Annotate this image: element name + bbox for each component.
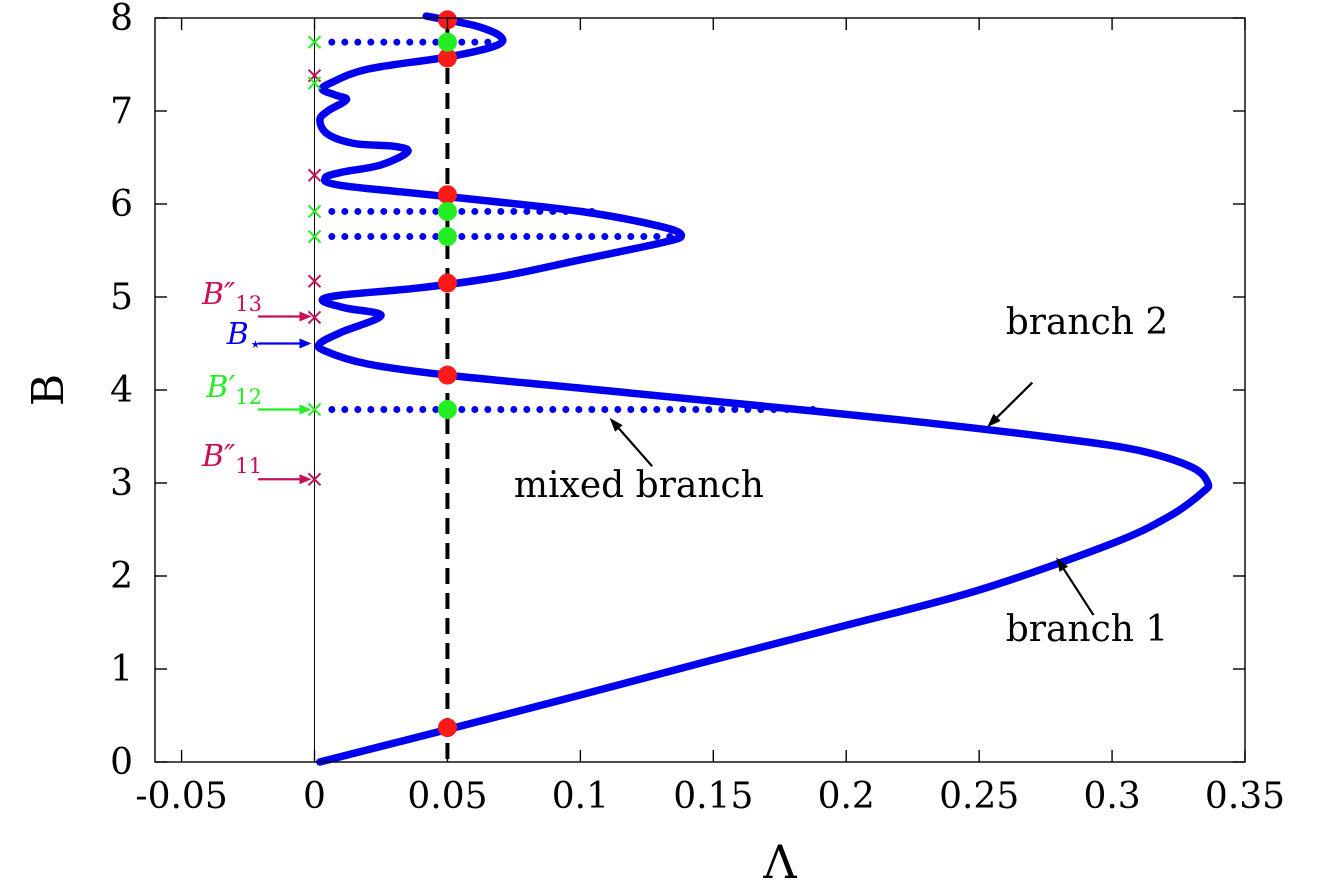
points-layer <box>437 10 457 738</box>
mixed-branch-layer <box>328 38 824 414</box>
x-tick-label: 0 <box>303 776 326 817</box>
y-tick-label: 8 <box>110 0 133 39</box>
side-label-arrow-head <box>299 338 312 349</box>
green-point <box>437 201 457 221</box>
purple-x-marker <box>307 472 322 486</box>
plot-frame <box>154 17 1246 763</box>
annotation-arrow-line <box>618 427 653 467</box>
side-label: B″13 <box>201 277 262 316</box>
annotation-arrow-line <box>996 381 1034 419</box>
green-x-marker <box>307 229 322 244</box>
main-bifurcation-curve <box>314 12 1213 766</box>
side-labels-layer: B″13B⋆ B′12 B″11 <box>201 277 312 485</box>
y-axis-label: B <box>23 374 74 406</box>
red-point <box>437 718 457 738</box>
main-curve-layer <box>314 12 1213 766</box>
green-x-marker <box>307 204 322 219</box>
annotation-text: mixed branch <box>514 465 764 506</box>
x-tick-label: 0.35 <box>1205 776 1285 817</box>
x-tick-label: 0.25 <box>939 776 1019 817</box>
green-point <box>437 400 457 420</box>
red-point <box>437 48 457 68</box>
y-tick-label: 2 <box>110 556 133 597</box>
red-point <box>437 185 457 205</box>
x-axis-label: Λ <box>762 835 797 882</box>
side-label: B′12 <box>205 370 262 409</box>
side-label-arrow-head <box>299 404 312 415</box>
x-markers-layer <box>307 35 322 486</box>
annotation-arrow-head <box>609 417 623 432</box>
annotations-layer: branch 2 mixed branch branch 1 <box>514 302 1168 650</box>
purple-x-marker <box>307 168 322 182</box>
side-label: B⋆ <box>226 317 262 356</box>
x-tick-label: -0.05 <box>135 776 227 817</box>
y-tick-label: 7 <box>110 91 133 132</box>
green-x-marker <box>307 76 322 90</box>
red-point <box>437 365 457 385</box>
annotation-arrow-head <box>987 413 1001 428</box>
side-label: B″11 <box>201 439 262 478</box>
y-tick-label: 4 <box>110 370 133 411</box>
annotation-text: branch 1 <box>1006 609 1169 650</box>
green-x-marker <box>307 402 322 417</box>
x-tick-label: 0.3 <box>1083 776 1140 817</box>
side-label-arrow-head <box>299 474 312 485</box>
green-point <box>437 227 457 247</box>
green-point <box>437 32 457 52</box>
purple-x-marker <box>307 274 322 288</box>
y-tick-label: 0 <box>110 742 133 783</box>
side-label-arrow-head <box>299 311 312 322</box>
y-tick-label: 6 <box>110 184 133 225</box>
green-x-marker <box>307 35 322 49</box>
y-tick-label: 1 <box>110 649 133 690</box>
x-tick-label: 0.15 <box>673 776 753 817</box>
x-tick-label: 0.2 <box>818 776 875 817</box>
annotation-text: branch 2 <box>1006 302 1169 343</box>
x-tick-label: 0.05 <box>407 776 487 817</box>
x-tick-label: 0.1 <box>552 776 609 817</box>
purple-x-marker <box>307 310 322 325</box>
red-point <box>437 273 457 293</box>
annotation-arrow-head <box>1056 557 1069 572</box>
y-tick-label: 5 <box>110 277 133 318</box>
y-tick-label: 3 <box>110 463 133 504</box>
annotation-arrow-line <box>1062 568 1095 616</box>
